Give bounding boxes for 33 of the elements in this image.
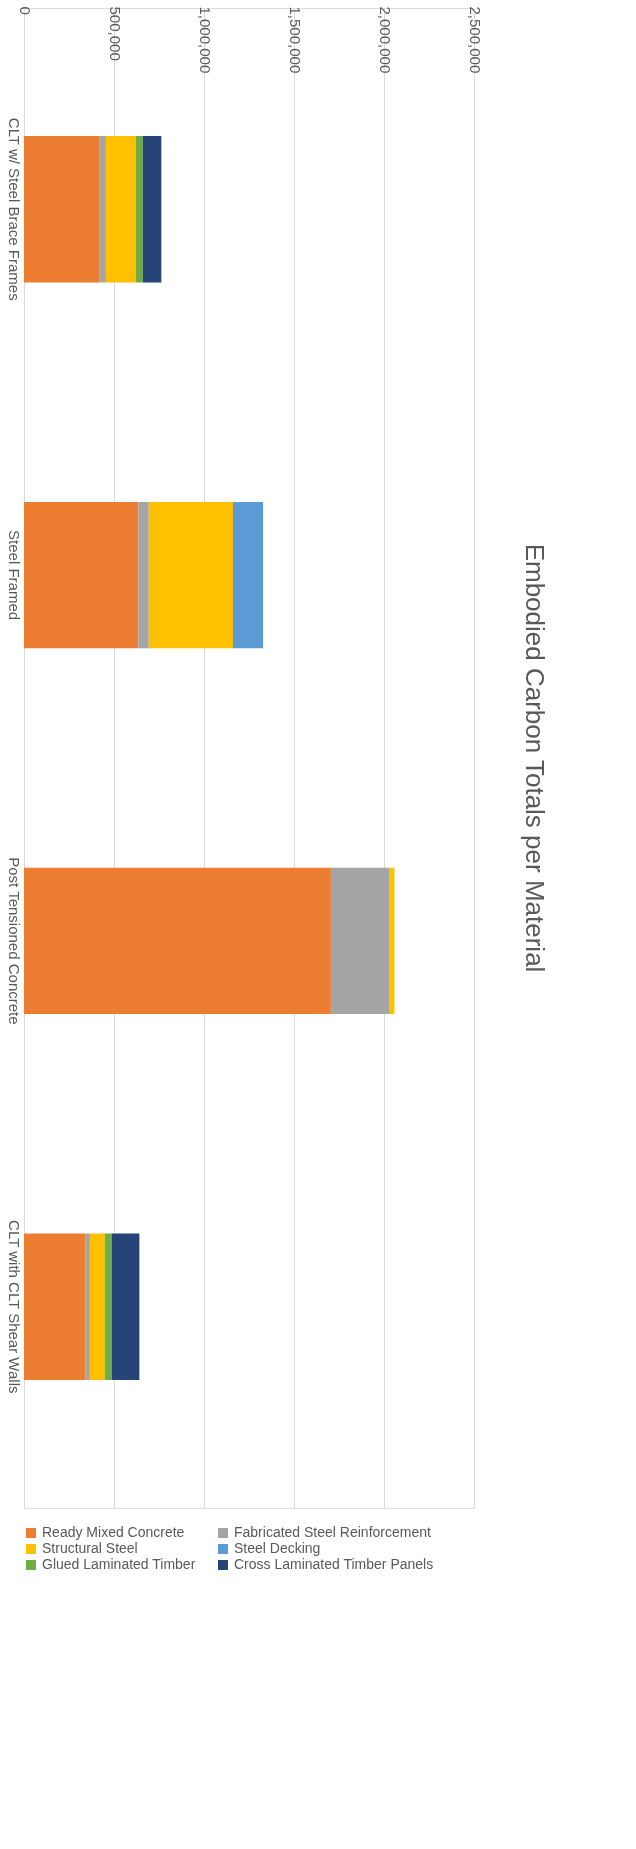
bar <box>24 501 139 649</box>
bar <box>232 501 264 649</box>
bar <box>135 136 143 283</box>
bar <box>24 136 100 283</box>
bar <box>138 501 149 649</box>
y-tick-label: Steel Framed <box>5 530 23 621</box>
y-tick-label: Post Tensioned Concrete <box>5 857 23 1025</box>
bar <box>142 136 162 283</box>
legend-label: Ready Mixed Concrete <box>42 1524 185 1540</box>
bar <box>89 1233 105 1380</box>
x-tick-label: 2,000,000 <box>376 6 394 74</box>
legend-label: Steel Decking <box>234 1540 321 1556</box>
bar <box>85 1233 90 1380</box>
bar <box>330 867 390 1015</box>
legend-label: Cross Laminated Timber Panels <box>234 1556 434 1572</box>
x-tick-label: 1,000,000 <box>196 6 214 74</box>
legend-label: Glued Laminated Timber <box>42 1556 196 1572</box>
bar <box>24 867 331 1015</box>
bar <box>105 136 136 283</box>
bar <box>104 1233 112 1380</box>
bar <box>111 1233 140 1380</box>
x-tick-label: 0 <box>16 6 34 15</box>
text: Embodied Carbon Totals per Material <box>520 543 550 973</box>
y-tick-label: CLT w/ Steel Brace Frames <box>5 117 23 301</box>
bar <box>24 1233 86 1380</box>
bar <box>99 136 106 283</box>
x-tick-label: 2,500,000 <box>466 6 484 74</box>
x-tick-label: 500,000 <box>106 6 124 61</box>
legend-label: Fabricated Steel Reinforcement <box>234 1524 431 1540</box>
y-tick-label: CLT with CLT Shear Walls <box>5 1220 23 1394</box>
bar <box>148 501 233 649</box>
legend-label: Structural Steel <box>42 1540 138 1556</box>
x-tick-label: 1,500,000 <box>286 6 304 74</box>
